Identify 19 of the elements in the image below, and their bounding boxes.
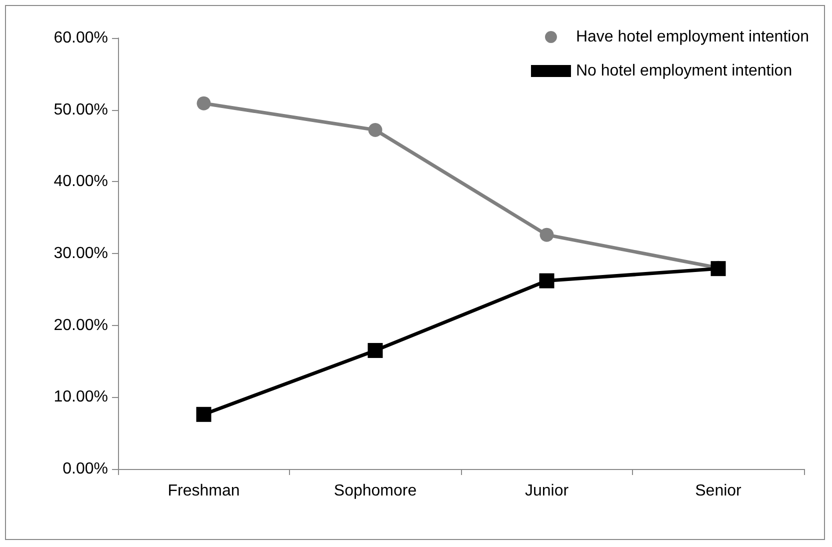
point (196, 406, 212, 422)
legend-label: Have hotel employment intention (576, 28, 810, 46)
y-tick-label: 10.00% (54, 388, 108, 406)
point (539, 273, 554, 288)
y-tick-label: 50.00% (54, 101, 108, 118)
point (368, 122, 382, 137)
y-tick-label: 0.00% (62, 460, 108, 478)
point (196, 96, 211, 110)
point (368, 342, 383, 358)
y-tick-label: 20.00% (54, 316, 108, 334)
y-tick-label: 60.00% (54, 30, 108, 46)
x-tick-label: Sophomore (334, 482, 417, 500)
y-tick-label: 30.00% (54, 245, 108, 262)
x-tick-label: Junior (524, 482, 570, 500)
x-tick-label: Freshman (168, 482, 240, 500)
legend-label: No hotel employment intention (576, 62, 792, 80)
x-tick-label: Senior (695, 482, 742, 500)
y-tick-label: 40.00% (54, 173, 108, 190)
point (540, 228, 554, 242)
